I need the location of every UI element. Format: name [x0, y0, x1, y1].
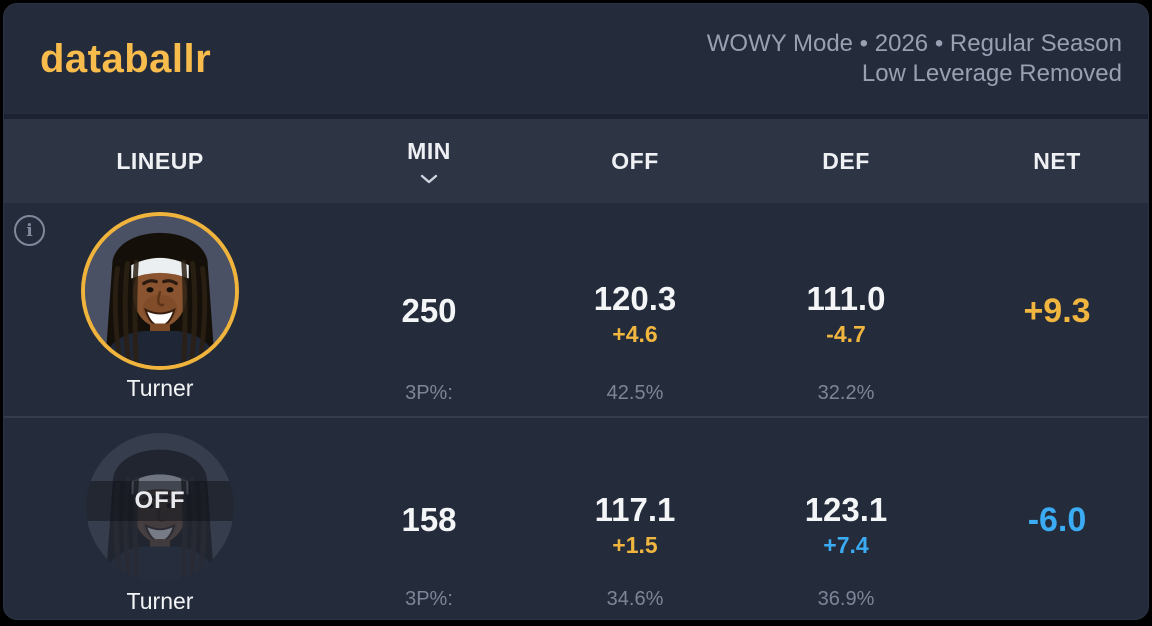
- table-row-turner-on: i Turner 250 3P%: 120.3 +4.6 42.5% 111.0…: [4, 203, 1148, 418]
- column-header-net: NET: [1033, 147, 1081, 174]
- off-rating: 120.3: [593, 280, 677, 317]
- app-logo: databallr: [40, 36, 212, 81]
- three-pt-def: 32.2%: [817, 382, 875, 404]
- app-header: databallr WOWY Mode • 2026 • Regular Sea…: [4, 4, 1148, 119]
- off-rating: 117.1: [594, 491, 676, 528]
- off-delta: +4.6: [612, 321, 658, 347]
- column-header-min[interactable]: MIN: [316, 138, 542, 184]
- off-cell-off: 117.1 +1.5 34.6%: [542, 418, 728, 619]
- off-cell-on: 120.3 +4.6 42.5%: [542, 203, 728, 416]
- wowy-card: databallr WOWY Mode • 2026 • Regular Sea…: [3, 3, 1149, 620]
- def-rating: 123.1: [804, 491, 888, 528]
- def-delta: +7.4: [823, 532, 869, 558]
- player-avatar-on: [81, 212, 239, 370]
- off-delta: +1.5: [612, 532, 658, 558]
- off-overlay-label: OFF: [134, 487, 186, 514]
- lineup-cell-on: Turner: [4, 203, 316, 416]
- min-value: 158: [401, 501, 457, 538]
- table-row-turner-off: OFF Turner 158 3P%: 117.1 +1.5 34.6% 123…: [4, 418, 1148, 619]
- def-cell-on: 111.0 -4.7 32.2%: [728, 203, 964, 416]
- def-rating: 111.0: [806, 280, 886, 317]
- player-avatar-off: OFF: [86, 433, 234, 581]
- net-cell-on: +9.3: [964, 203, 1148, 416]
- column-header-off: OFF: [611, 147, 659, 174]
- min-cell-on: 250 3P%:: [316, 203, 542, 416]
- three-pt-label: 3P%:: [405, 382, 453, 404]
- player-name: Turner: [126, 588, 194, 614]
- min-value: 250: [401, 292, 457, 329]
- def-cell-off: 123.1 +7.4 36.9%: [728, 418, 964, 619]
- def-delta: -4.7: [826, 321, 866, 347]
- player-name: Turner: [126, 375, 194, 401]
- three-pt-off: 34.6%: [606, 588, 664, 610]
- column-header-def: DEF: [822, 147, 870, 174]
- column-header-lineup: LINEUP: [116, 147, 204, 174]
- sort-chevron-down-icon: [420, 174, 438, 184]
- mode-line: WOWY Mode • 2026 • Regular Season: [706, 30, 1122, 57]
- three-pt-def: 36.9%: [817, 588, 875, 610]
- net-cell-off: -6.0: [964, 418, 1148, 619]
- net-rating: -6.0: [1027, 501, 1087, 539]
- off-overlay-band: OFF: [86, 481, 234, 521]
- table-header: LINEUP MIN OFF DEF NET: [4, 119, 1148, 203]
- header-meta: WOWY Mode • 2026 • Regular Season Low Le…: [707, 29, 1122, 89]
- net-rating: +9.3: [1023, 292, 1091, 330]
- lineup-cell-off: OFF Turner: [4, 418, 316, 619]
- three-pt-off: 42.5%: [606, 382, 664, 404]
- filter-line: Low Leverage Removed: [861, 60, 1122, 87]
- three-pt-label: 3P%:: [405, 588, 453, 610]
- info-icon[interactable]: i: [14, 215, 45, 246]
- min-cell-off: 158 3P%:: [316, 418, 542, 619]
